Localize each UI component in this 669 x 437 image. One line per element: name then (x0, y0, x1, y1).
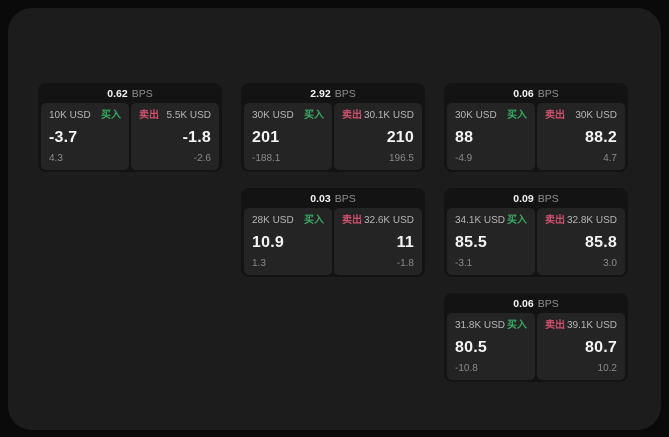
buy-price: -3.7 (49, 128, 78, 146)
bps-unit-label: BPS (334, 88, 356, 100)
quote-panels: 34.1K USD 买入 85.5 -3.1 卖出 32.8K USD 85.8… (444, 208, 628, 275)
sell-side-label: 卖出 (139, 110, 159, 121)
buy-panel[interactable]: 10K USD 买入 -3.7 4.3 (41, 103, 129, 170)
quote-card: 2.92 BPS 30K USD 买入 201 -188.1 卖出 30.1K … (241, 83, 425, 172)
buy-side-label: 买入 (101, 110, 121, 121)
sell-panel[interactable]: 卖出 5.5K USD -1.8 -2.6 (131, 103, 219, 170)
bps-header: 0.09 BPS (444, 188, 628, 208)
sell-price: -1.8 (182, 128, 211, 146)
sell-delta: 3.0 (603, 258, 617, 269)
buy-panel[interactable]: 28K USD 买入 10.9 1.3 (244, 208, 332, 275)
bps-value: 0.06 (513, 298, 534, 310)
quote-board-window: 0.62 BPS 10K USD 买入 -3.7 4.3 卖出 5.5K USD… (8, 8, 661, 430)
buy-price: 85.5 (455, 233, 487, 251)
buy-price: 10.9 (252, 233, 284, 251)
quote-card: 0.03 BPS 28K USD 买入 10.9 1.3 卖出 32.6K US… (241, 188, 425, 277)
sell-size: 30K USD (575, 110, 617, 121)
buy-panel[interactable]: 30K USD 买入 201 -188.1 (244, 103, 332, 170)
buy-panel[interactable]: 31.8K USD 买入 80.5 -10.8 (447, 313, 535, 380)
sell-price: 88.2 (585, 128, 617, 146)
bps-value: 0.62 (107, 88, 128, 100)
sell-panel[interactable]: 卖出 39.1K USD 80.7 10.2 (537, 313, 625, 380)
buy-side-label: 买入 (507, 215, 527, 226)
buy-size: 30K USD (252, 110, 294, 121)
bps-unit-label: BPS (537, 193, 559, 205)
buy-price: 80.5 (455, 338, 487, 356)
quote-panels: 10K USD 买入 -3.7 4.3 卖出 5.5K USD -1.8 -2.… (38, 103, 222, 170)
bps-header: 2.92 BPS (241, 83, 425, 103)
buy-delta: 1.3 (252, 258, 266, 269)
buy-size: 28K USD (252, 215, 294, 226)
buy-size: 34.1K USD (455, 215, 506, 226)
sell-size: 39.1K USD (566, 320, 617, 331)
sell-side-label: 卖出 (545, 110, 565, 121)
sell-side-label: 卖出 (342, 215, 362, 226)
sell-panel[interactable]: 卖出 32.6K USD 11 -1.8 (334, 208, 422, 275)
buy-delta: 4.3 (49, 153, 63, 164)
sell-price: 80.7 (585, 338, 617, 356)
buy-size: 30K USD (455, 110, 497, 121)
buy-delta: -3.1 (455, 258, 473, 269)
sell-delta: -1.8 (396, 258, 414, 269)
buy-side-label: 买入 (304, 110, 324, 121)
quote-card: 0.06 BPS 30K USD 买入 88 -4.9 卖出 30K USD 8… (444, 83, 628, 172)
sell-delta: 10.2 (597, 363, 617, 374)
sell-size: 32.8K USD (566, 215, 617, 226)
sell-delta: 4.7 (603, 153, 617, 164)
buy-panel[interactable]: 34.1K USD 买入 85.5 -3.1 (447, 208, 535, 275)
buy-side-label: 买入 (507, 110, 527, 121)
bps-unit-label: BPS (537, 88, 559, 100)
buy-side-label: 买入 (507, 320, 527, 331)
sell-price: 11 (396, 233, 414, 251)
bps-header: 0.06 BPS (444, 293, 628, 313)
quote-card: 0.09 BPS 34.1K USD 买入 85.5 -3.1 卖出 32.8K… (444, 188, 628, 277)
bps-header: 0.62 BPS (38, 83, 222, 103)
buy-size: 10K USD (49, 110, 91, 121)
quote-panels: 30K USD 买入 201 -188.1 卖出 30.1K USD 210 1… (241, 103, 425, 170)
bps-unit-label: BPS (131, 88, 153, 100)
bps-value: 2.92 (310, 88, 331, 100)
sell-delta: -2.6 (193, 153, 211, 164)
sell-side-label: 卖出 (545, 215, 565, 226)
sell-panel[interactable]: 卖出 30K USD 88.2 4.7 (537, 103, 625, 170)
sell-size: 5.5K USD (166, 110, 211, 121)
buy-delta: -4.9 (455, 153, 473, 164)
bps-value: 0.06 (513, 88, 534, 100)
quote-panels: 28K USD 买入 10.9 1.3 卖出 32.6K USD 11 -1.8 (241, 208, 425, 275)
buy-panel[interactable]: 30K USD 买入 88 -4.9 (447, 103, 535, 170)
quote-panels: 30K USD 买入 88 -4.9 卖出 30K USD 88.2 4.7 (444, 103, 628, 170)
quote-panels: 31.8K USD 买入 80.5 -10.8 卖出 39.1K USD 80.… (444, 313, 628, 380)
buy-delta: -188.1 (252, 153, 281, 164)
buy-delta: -10.8 (455, 363, 478, 374)
quote-card: 0.06 BPS 31.8K USD 买入 80.5 -10.8 卖出 39.1… (444, 293, 628, 382)
sell-size: 32.6K USD (363, 215, 414, 226)
bps-value: 0.09 (513, 193, 534, 205)
quote-card: 0.62 BPS 10K USD 买入 -3.7 4.3 卖出 5.5K USD… (38, 83, 222, 172)
sell-panel[interactable]: 卖出 32.8K USD 85.8 3.0 (537, 208, 625, 275)
bps-unit-label: BPS (537, 298, 559, 310)
bps-unit-label: BPS (334, 193, 356, 205)
sell-size: 30.1K USD (363, 110, 414, 121)
buy-side-label: 买入 (304, 215, 324, 226)
sell-delta: 196.5 (388, 153, 414, 164)
bps-header: 0.06 BPS (444, 83, 628, 103)
buy-price: 201 (252, 128, 280, 146)
bps-value: 0.03 (310, 193, 331, 205)
buy-price: 88 (455, 128, 474, 146)
bps-header: 0.03 BPS (241, 188, 425, 208)
sell-price: 210 (386, 128, 414, 146)
sell-side-label: 卖出 (545, 320, 565, 331)
sell-price: 85.8 (585, 233, 617, 251)
sell-side-label: 卖出 (342, 110, 362, 121)
buy-size: 31.8K USD (455, 320, 506, 331)
sell-panel[interactable]: 卖出 30.1K USD 210 196.5 (334, 103, 422, 170)
